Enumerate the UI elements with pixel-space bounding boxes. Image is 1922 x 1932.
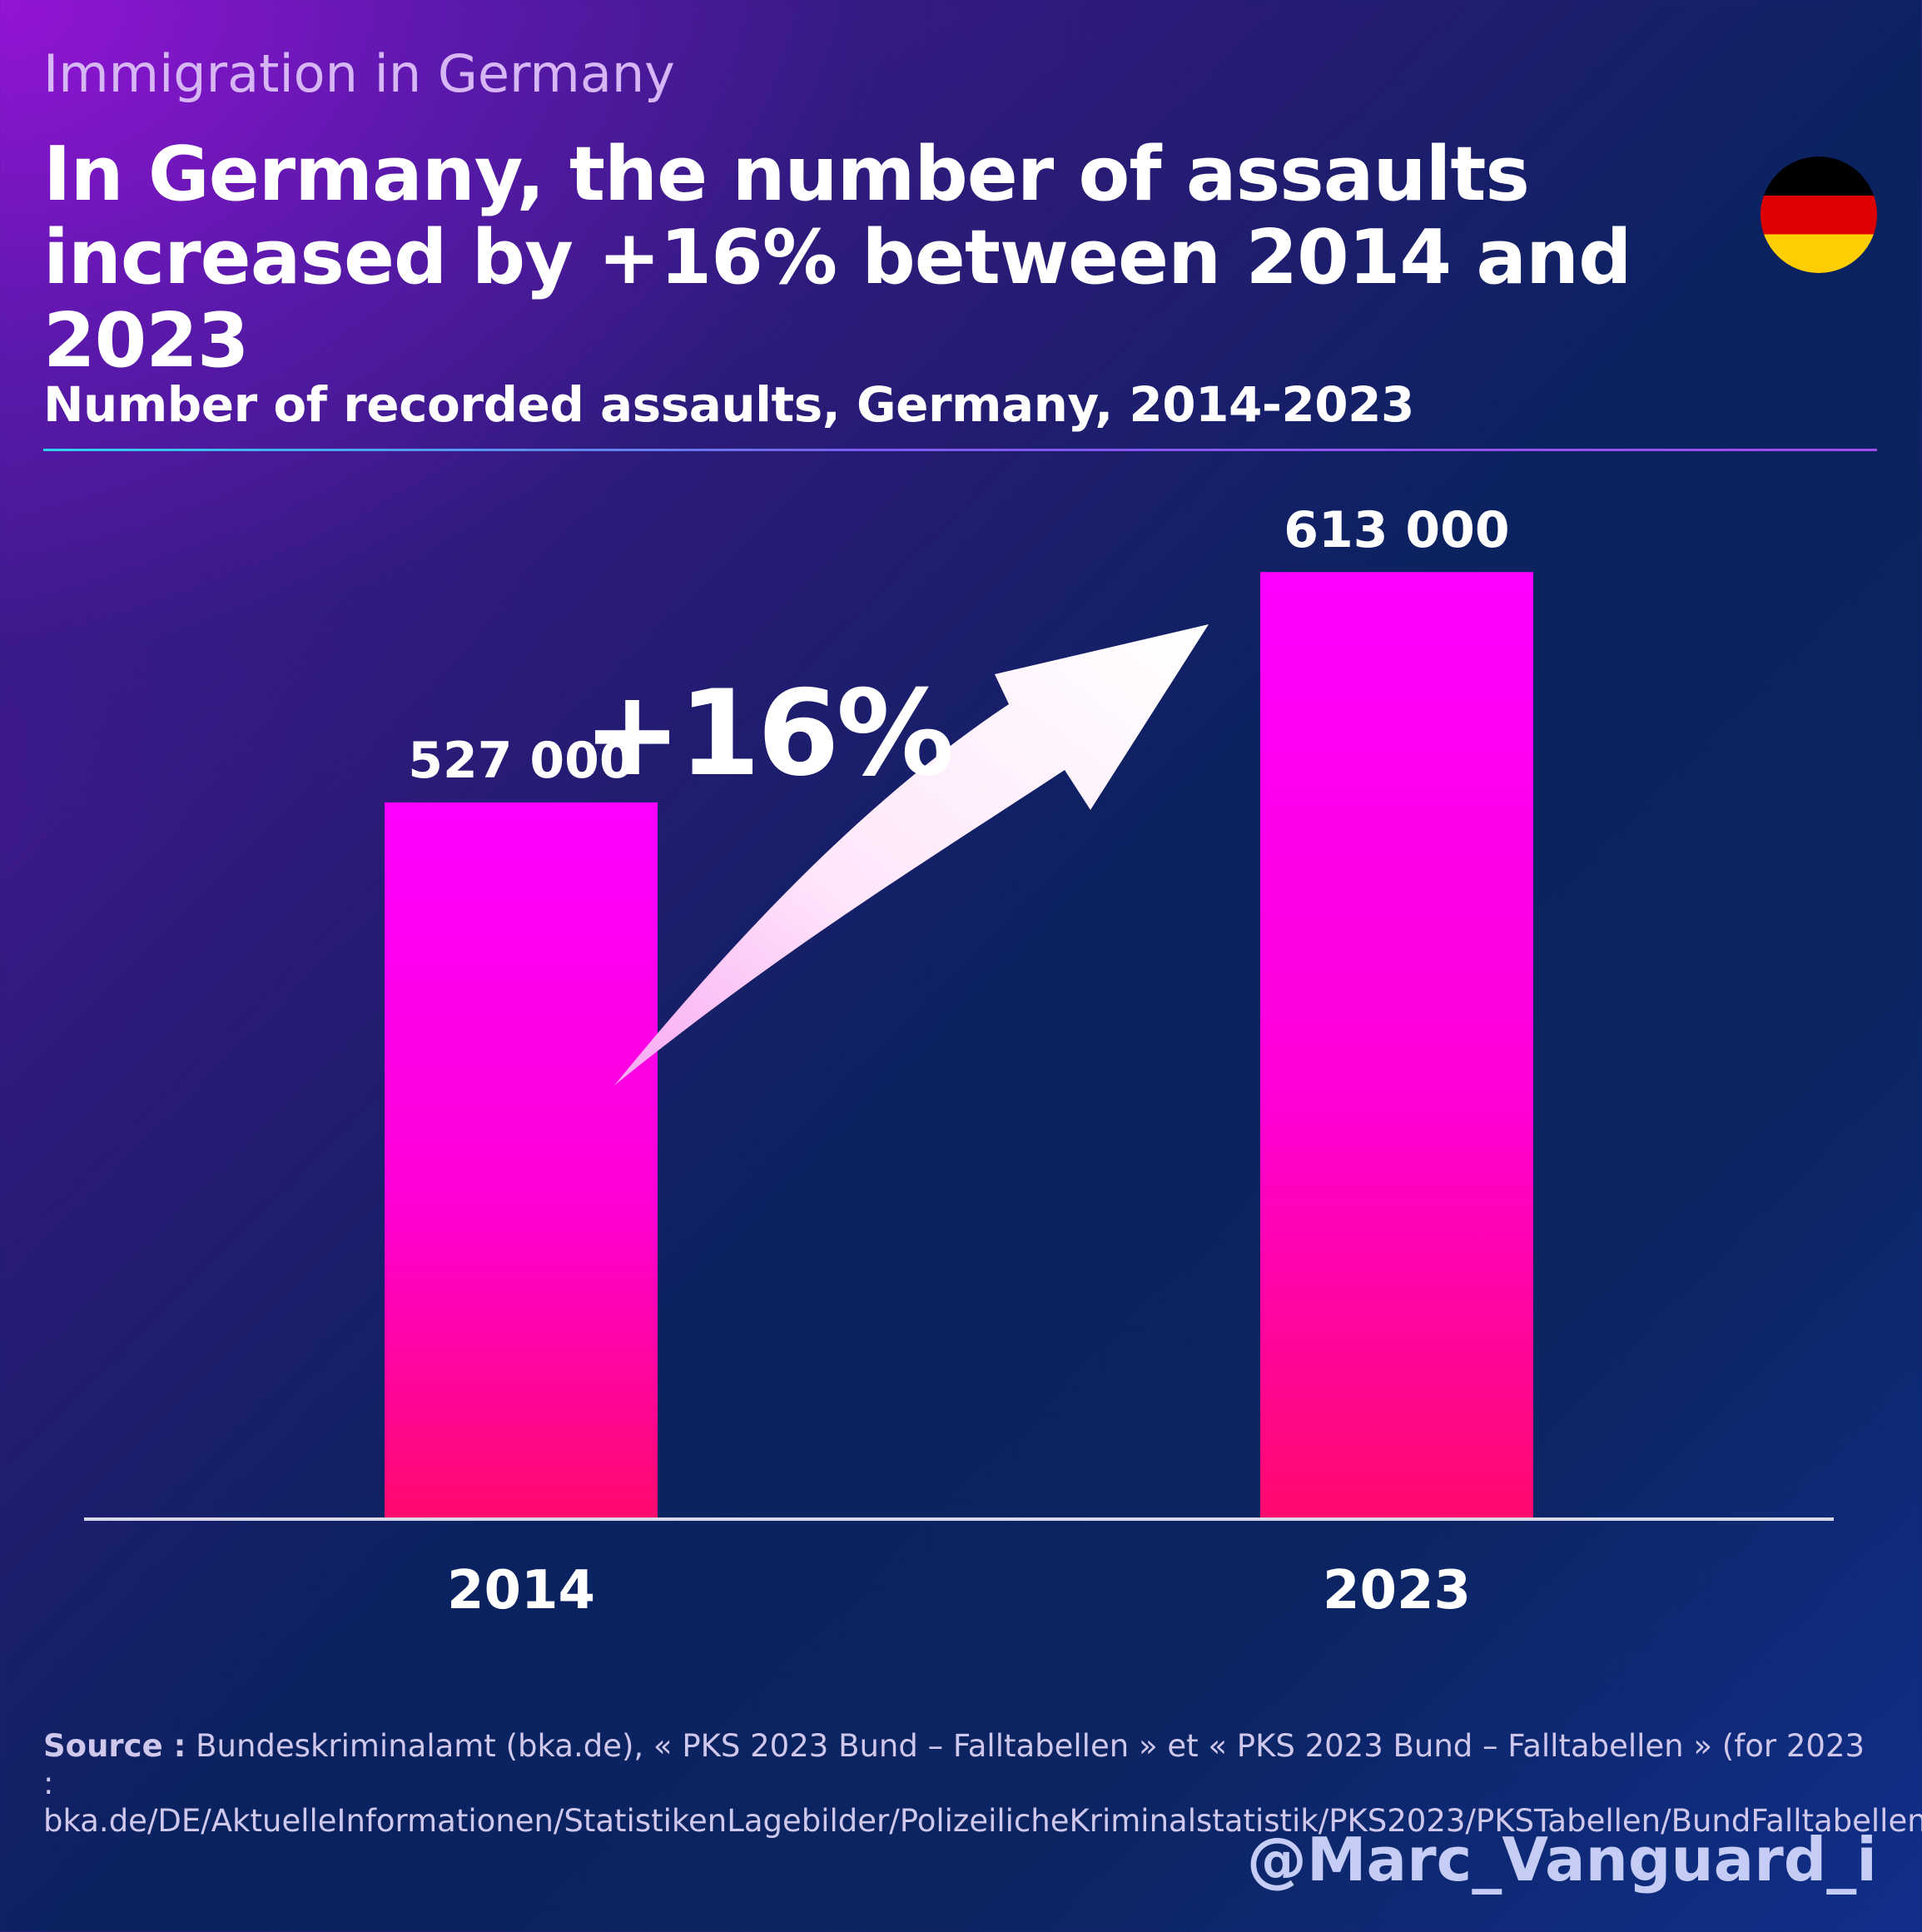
germany-flag-icon xyxy=(1761,156,1877,273)
source-label: Source : xyxy=(43,1728,186,1764)
x-tick-label-2014: 2014 xyxy=(447,1560,595,1622)
trend-arrow-icon xyxy=(614,624,1209,1085)
value-label-2023: 613 000 xyxy=(1284,501,1509,559)
value-label-2014: 527 000 xyxy=(408,732,633,790)
growth-annotation: +16% xyxy=(583,665,951,802)
page-title: In Germany, the number of assaults incre… xyxy=(43,131,1632,385)
chart-title: Number of recorded assaults, Germany, 20… xyxy=(43,376,1414,433)
title-divider xyxy=(43,449,1877,451)
source-text: Bundeskriminalamt (bka.de), « PKS 2023 B… xyxy=(43,1728,1922,1839)
bar-2014 xyxy=(385,802,658,1517)
source-note: Source : Bundeskriminalamt (bka.de), « P… xyxy=(43,1727,1922,1840)
bar-2023 xyxy=(1260,572,1533,1518)
author-handle: @Marc_Vanguard_i xyxy=(1246,1825,1877,1895)
x-tick-label-2023: 2023 xyxy=(1323,1560,1471,1622)
kicker-text: Immigration in Germany xyxy=(43,43,675,104)
